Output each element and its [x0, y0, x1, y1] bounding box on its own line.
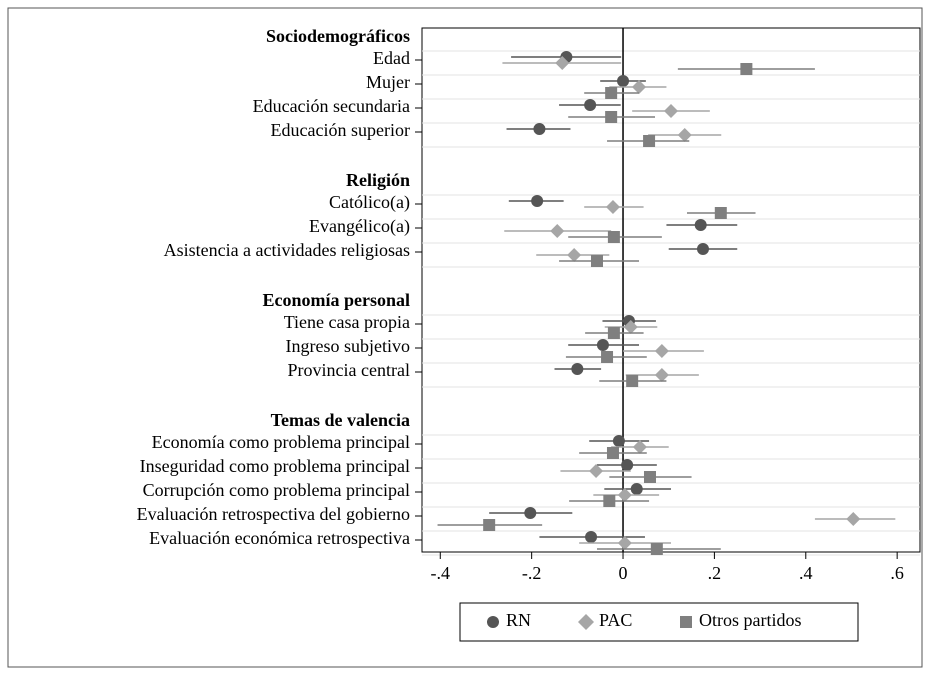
- y-tick-label: Corrupción como problema principal: [143, 480, 410, 500]
- point: [623, 320, 638, 334]
- point: [714, 207, 727, 219]
- y-tick-label: Ingreso subjetivo: [286, 336, 410, 356]
- y-tick-label: Evangélico(a): [309, 216, 410, 237]
- point: [605, 111, 618, 123]
- x-tick-label: .6: [890, 563, 904, 583]
- point: [630, 483, 643, 495]
- x-tick-label: -.4: [431, 563, 451, 583]
- point: [555, 56, 570, 70]
- point: [550, 224, 565, 238]
- x-tick-label: .2: [708, 563, 722, 583]
- x-tick-label: 0: [619, 563, 628, 583]
- point: [650, 543, 663, 555]
- point: [617, 536, 632, 550]
- legend-label: Otros partidos: [699, 610, 802, 630]
- legend-box: [459, 602, 859, 642]
- y-tick-label: Economía como problema principal: [152, 432, 410, 452]
- point: [643, 471, 656, 483]
- point: [626, 375, 639, 387]
- point: [601, 351, 614, 363]
- y-tick-label: Educación secundaria: [253, 96, 410, 116]
- point: [694, 219, 707, 231]
- y-tick-label: Provincia central: [288, 360, 410, 380]
- point: [664, 104, 678, 118]
- point: [621, 459, 634, 471]
- y-tick-label: Inseguridad como problema principal: [140, 456, 410, 476]
- point: [632, 80, 647, 94]
- point: [677, 128, 692, 142]
- x-tick-label: -.2: [522, 563, 542, 583]
- group-title: Sociodemográficos: [266, 26, 410, 46]
- legend-marker: [680, 616, 692, 628]
- point: [590, 255, 603, 267]
- y-tick-label: Asistencia a actividades religiosas: [164, 240, 410, 260]
- legend-label: RN: [506, 610, 531, 630]
- point: [654, 368, 669, 382]
- point: [607, 231, 620, 243]
- y-tick-label: Evaluación económica retrospectiva: [149, 528, 410, 548]
- y-tick-label: Educación superior: [271, 120, 410, 140]
- point: [846, 512, 861, 526]
- point: [607, 327, 620, 339]
- point: [584, 99, 597, 111]
- y-tick-label: Tiene casa propia: [284, 312, 410, 332]
- y-tick-label: Mujer: [366, 72, 410, 92]
- point: [483, 519, 496, 531]
- point: [617, 75, 630, 87]
- row-grid: [422, 50, 920, 556]
- point: [617, 488, 632, 502]
- point: [696, 243, 709, 255]
- group-title: Temas de valencia: [271, 410, 410, 430]
- point: [605, 87, 618, 99]
- point: [654, 344, 669, 358]
- point: [533, 123, 546, 135]
- legend-marker: [578, 614, 594, 630]
- point: [585, 531, 598, 543]
- point: [596, 339, 609, 351]
- group-title: Religión: [346, 170, 410, 190]
- group-title: Economía personal: [262, 290, 410, 310]
- point: [612, 435, 625, 447]
- point: [606, 447, 619, 459]
- point: [589, 464, 604, 478]
- point: [567, 248, 582, 262]
- x-tick-label: .4: [799, 563, 813, 583]
- y-tick-label: Católico(a): [329, 192, 410, 213]
- y-tick-label: Edad: [373, 48, 410, 68]
- legend-label: PAC: [599, 610, 632, 630]
- point: [531, 195, 544, 207]
- point: [632, 440, 647, 454]
- point: [571, 363, 584, 375]
- point: [603, 495, 616, 507]
- point: [605, 200, 620, 214]
- y-tick-label: Evaluación retrospectiva del gobierno: [137, 504, 410, 524]
- legend-marker: [487, 616, 499, 628]
- point: [740, 63, 753, 75]
- point: [524, 507, 537, 519]
- point: [643, 135, 656, 147]
